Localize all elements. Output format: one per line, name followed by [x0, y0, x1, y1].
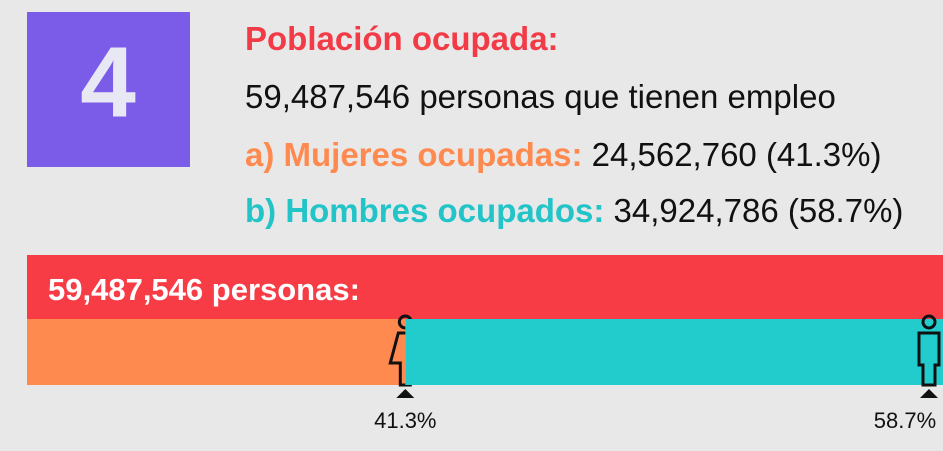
legend-entry: a) Mujeres ocupadas: 24,562,760 (41.3%)	[245, 136, 882, 173]
legend-name: a) Mujeres ocupadas:	[245, 136, 582, 173]
value-label: 58.7%	[874, 408, 936, 433]
badge-number: 4	[80, 26, 136, 138]
legend-name: b) Hombres ocupados:	[245, 192, 604, 229]
icon-path	[917, 314, 941, 387]
marker-triangle	[920, 389, 938, 398]
bar-label: 59,487,546 personas:	[48, 272, 360, 307]
badge	[27, 12, 190, 167]
bar-segment	[27, 319, 406, 385]
marker-triangle	[396, 389, 415, 398]
legend-entry: b) Hombres ocupados: 34,924,786 (58.7%)	[245, 192, 903, 229]
subtitle: 59,487,546 personas que tienen empleo	[245, 78, 836, 115]
title: Población ocupada:	[245, 20, 559, 57]
value-label: 41.3%	[374, 408, 436, 433]
total-bar	[27, 255, 943, 319]
man-icon	[917, 314, 941, 387]
legend-detail: 34,924,786 (58.7%)	[614, 192, 904, 229]
legend-detail: 24,562,760 (41.3%)	[592, 136, 882, 173]
bar-segment	[405, 319, 943, 385]
